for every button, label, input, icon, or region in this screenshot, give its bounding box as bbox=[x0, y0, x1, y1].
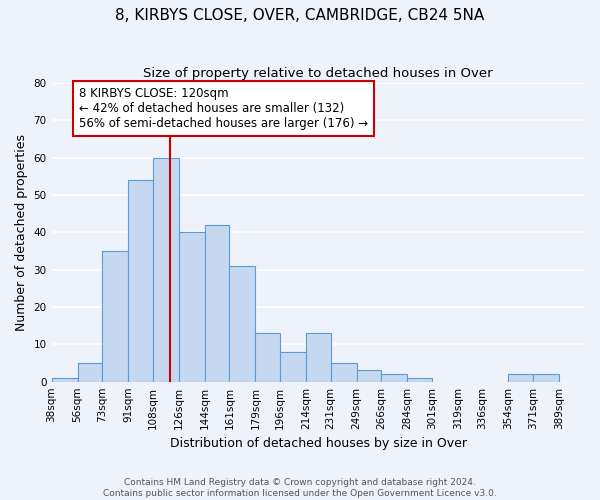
Title: Size of property relative to detached houses in Over: Size of property relative to detached ho… bbox=[143, 68, 493, 80]
Bar bbox=[229, 266, 256, 382]
Bar bbox=[508, 374, 533, 382]
Bar bbox=[381, 374, 407, 382]
X-axis label: Distribution of detached houses by size in Over: Distribution of detached houses by size … bbox=[170, 437, 467, 450]
Y-axis label: Number of detached properties: Number of detached properties bbox=[15, 134, 28, 331]
Bar bbox=[533, 374, 559, 382]
Bar bbox=[306, 333, 331, 382]
Bar bbox=[52, 378, 77, 382]
Bar bbox=[280, 352, 306, 382]
Text: Contains HM Land Registry data © Crown copyright and database right 2024.
Contai: Contains HM Land Registry data © Crown c… bbox=[103, 478, 497, 498]
Bar bbox=[356, 370, 381, 382]
Bar bbox=[179, 232, 205, 382]
Bar bbox=[153, 158, 179, 382]
Bar bbox=[128, 180, 153, 382]
Bar bbox=[407, 378, 432, 382]
Bar bbox=[331, 363, 356, 382]
Bar bbox=[102, 251, 128, 382]
Text: 8 KIRBYS CLOSE: 120sqm
← 42% of detached houses are smaller (132)
56% of semi-de: 8 KIRBYS CLOSE: 120sqm ← 42% of detached… bbox=[79, 87, 368, 130]
Bar bbox=[77, 363, 102, 382]
Text: 8, KIRBYS CLOSE, OVER, CAMBRIDGE, CB24 5NA: 8, KIRBYS CLOSE, OVER, CAMBRIDGE, CB24 5… bbox=[115, 8, 485, 22]
Bar bbox=[256, 333, 280, 382]
Bar bbox=[205, 225, 229, 382]
